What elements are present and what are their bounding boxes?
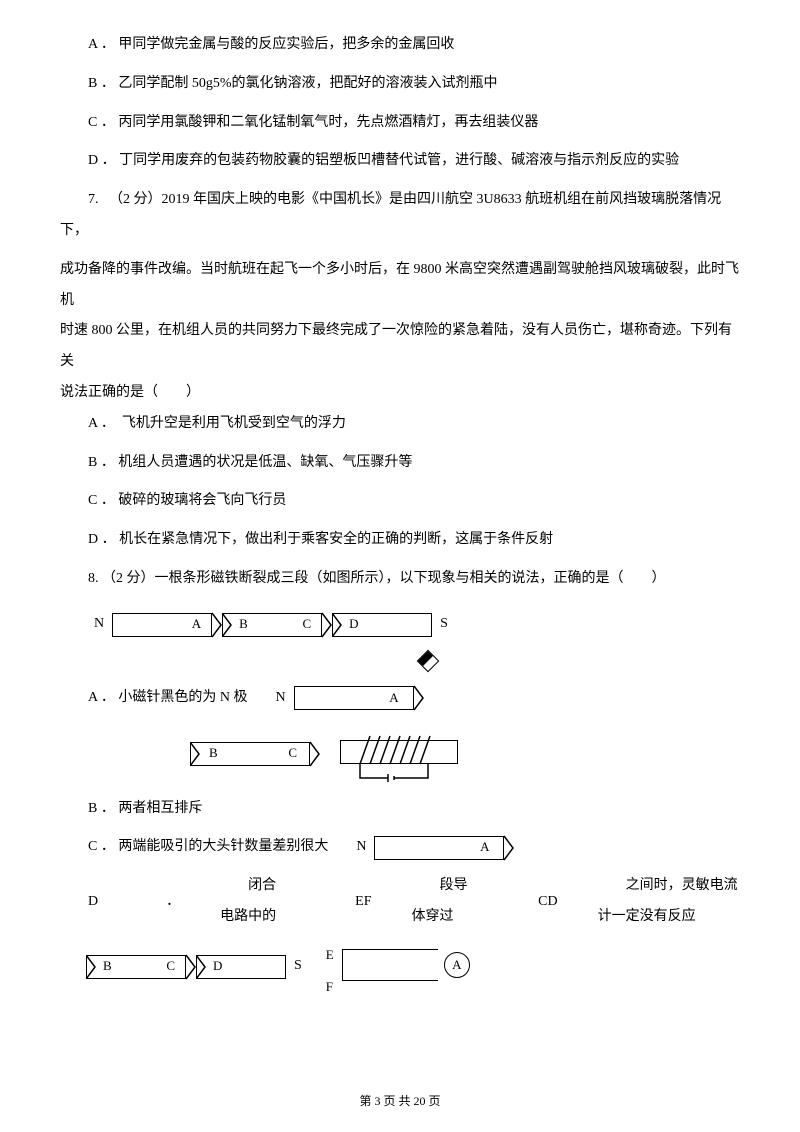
seg-d: D [349, 610, 358, 639]
chevron-icon [212, 612, 222, 638]
label-s: S [440, 609, 448, 640]
chevron-icon [186, 954, 196, 980]
chevron-icon [322, 612, 332, 638]
q8-opt-b: B ． 两者相互排斥 [60, 794, 740, 825]
ammeter-circuit: E F A [326, 943, 476, 991]
q7-stem-1: 7. （2 分）2019 年国庆上映的电影《中国机长》是由四川航空 3U8633… [60, 185, 740, 247]
bar-na: A [294, 686, 414, 710]
label-n: N [94, 609, 104, 640]
notch-icon [86, 955, 96, 979]
q7-opt-c: C ． 破碎的玻璃将会飞向飞行员 [60, 486, 740, 517]
q7-opt-a: A ． 飞机升空是利用飞机受到空气的浮力 [60, 409, 740, 440]
chevron-icon [504, 835, 514, 861]
q8-magnet-diagram: N A B C D S [86, 605, 740, 645]
label-s2: S [294, 951, 302, 982]
ammeter-icon: A [444, 952, 470, 978]
q8-opt-a: A ． 小磁针黑色的为 N 极 [60, 683, 247, 714]
page-footer: 第 3 页 共 20 页 [0, 1088, 800, 1114]
seg-b: B [239, 610, 248, 639]
notch-icon [332, 613, 342, 637]
label-n2: N [275, 683, 285, 714]
q8-opt-d: D ． 闭合电路中的 EF 段导体穿过 CD 之间时，灵敏电流计一定没有反应 [60, 871, 740, 933]
label-n3: N [356, 832, 366, 863]
q8-opt-c: C ． 两端能吸引的大头针数量差别很大 [60, 832, 328, 863]
q8-stem: 8. （2 分）一根条形磁铁断裂成三段（如图所示），以下现象与相关的说法，正确的… [60, 564, 740, 595]
chevron-icon [414, 685, 424, 711]
q7-opt-b: B ． 机组人员遭遇的状况是低温、缺氧、气压骤升等 [60, 448, 740, 479]
opt-a: A ． 甲同学做完金属与酸的反应实验后，把多余的金属回收 [60, 30, 740, 61]
q7-stem-3: 时速 800 公里，在机组人员的共同努力下最终完成了一次惊险的紧急着陆，没有人员… [60, 316, 740, 378]
opt-b: B ． 乙同学配制 50g5%的氯化钠溶液，把配好的溶液装入试剂瓶中 [60, 69, 740, 100]
opt-d: D ． 丁同学用废弃的包装药物胶囊的铝塑板凹槽替代试管，进行酸、碱溶液与指示剂反… [60, 146, 740, 177]
q7-opt-d: D ． 机长在紧急情况下，做出利于乘客安全的正确的判断，这属于条件反射 [60, 525, 740, 556]
q7-stem-4: 说法正确的是（ ） [60, 378, 740, 409]
coil-icon [340, 732, 460, 788]
chevron-icon [310, 741, 320, 767]
notch-icon [190, 742, 200, 766]
bar-bc: B C [190, 742, 310, 766]
solenoid-diagram [340, 732, 460, 776]
opt-c: C ． 丙同学用氯酸钾和二氧化锰制氧气时，先点燃酒精灯，再去组装仪器 [60, 108, 740, 139]
notch-icon [222, 613, 232, 637]
bar-na2: A [374, 836, 504, 860]
seg-a: A [192, 610, 201, 639]
compass-icon [417, 649, 440, 672]
q8-d-diagram: B C D S E F A [86, 943, 740, 991]
seg-c: C [302, 610, 311, 639]
q7-stem-2: 成功备降的事件改编。当时航班在起飞一个多小时后，在 9800 米高空突然遭遇副驾… [60, 255, 740, 317]
notch-icon [196, 955, 206, 979]
